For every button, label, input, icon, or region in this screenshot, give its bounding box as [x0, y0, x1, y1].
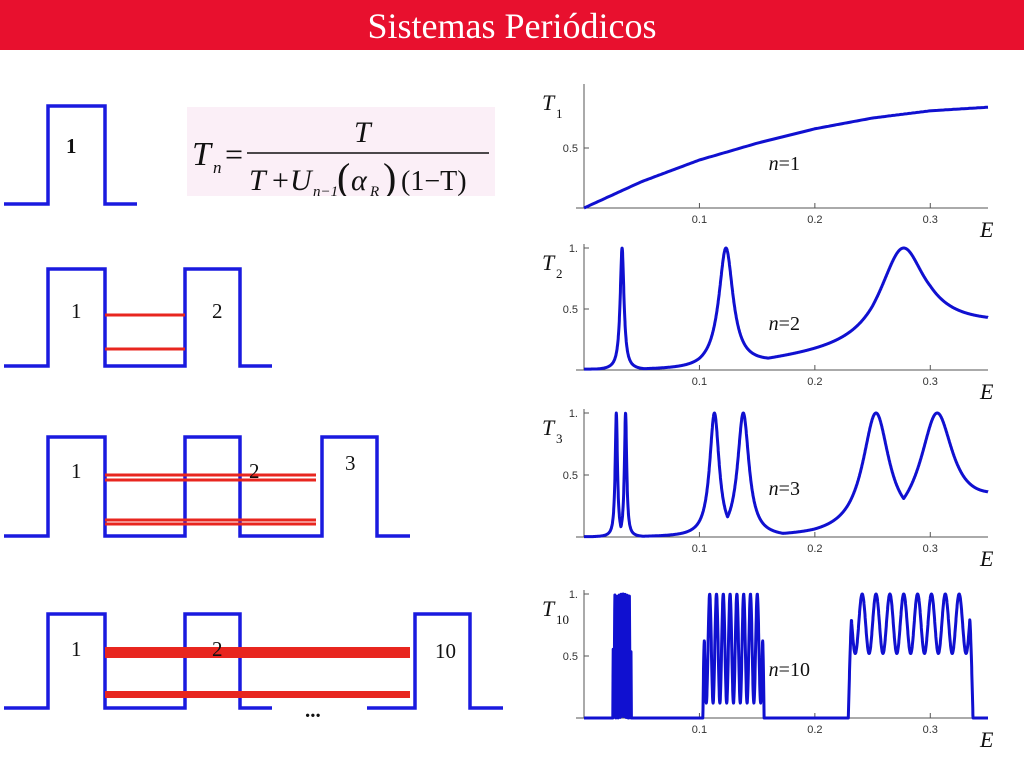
potential-row-4-right	[367, 612, 503, 710]
well-label-row3-2: 2	[249, 459, 260, 483]
formula-den-t: T	[249, 164, 268, 196]
chart-2-ytick-label: 0.5	[563, 304, 578, 316]
chart-3-ytick-label: 0.5	[563, 470, 578, 482]
chart-4-xtick-label: 0.3	[923, 724, 938, 736]
well-label-row4-1: 1	[71, 637, 82, 661]
formula-alpha: α	[351, 164, 368, 196]
well-label-row4-2: 2	[212, 637, 223, 661]
formula-lhs: T	[192, 136, 213, 173]
chart-1-xtick-label: 0.1	[692, 214, 707, 226]
potential-row-3	[4, 435, 410, 538]
chart-4-xtick-label: 0.2	[807, 724, 822, 736]
chart-3-xtick-label: 0.3	[923, 543, 938, 555]
formula-box: T n = T T + U n−1 ( α R ) (1−T)	[187, 107, 495, 200]
chart-3-ylabel: T	[542, 415, 556, 440]
chart-3-annotation: n=3	[769, 478, 800, 500]
chart-3-xlabel: E	[979, 546, 994, 571]
level-row-4-band-upper	[105, 647, 410, 658]
formula-den-u: U	[290, 164, 314, 196]
chart-1-xtick-label: 0.3	[923, 214, 938, 226]
ellipsis: ...	[305, 698, 321, 722]
title-bar: Sistemas Periódicos	[0, 0, 1024, 50]
chart-4-xlabel: E	[979, 727, 994, 752]
chart-1-ylabel-sub: 1	[556, 106, 563, 121]
chart-3-transmission-curve	[582, 411, 990, 539]
chart-1-ylabel: T	[542, 90, 556, 115]
chart-4-ylabel-sub: 10	[556, 612, 569, 627]
chart-2-ytick-label: 1.	[569, 243, 578, 255]
potential-row-4-left	[4, 612, 272, 710]
chart-1-xtick-label: 0.2	[807, 214, 822, 226]
level-row-4-band-lower	[105, 691, 410, 698]
page-title: Sistemas Periódicos	[367, 6, 657, 46]
chart-3-ylabel-sub: 3	[556, 431, 563, 446]
potential-row-2	[4, 267, 272, 368]
chart-2-annotation: n=2	[769, 313, 800, 335]
well-label-row1-1: 1	[66, 134, 77, 158]
chart-1-xlabel: E	[979, 217, 994, 242]
chart-4-transmission-curve	[582, 592, 990, 720]
chart-2-xtick-label: 0.3	[923, 376, 938, 388]
chart-4-ytick-label: 0.5	[563, 651, 578, 663]
chart-3-xtick-label: 0.1	[692, 543, 707, 555]
formula-paren-open: (	[337, 155, 350, 196]
well-label-row3-3: 3	[345, 451, 356, 475]
formula-alpha-sub: R	[369, 184, 379, 196]
formula-numerator: T	[354, 116, 373, 149]
chart-3-ytick-label: 1.	[569, 408, 578, 420]
chart-1-ytick-label: 0.5	[563, 143, 578, 155]
potential-row-1	[4, 104, 137, 206]
chart-2-ylabel: T	[542, 250, 556, 275]
well-label-row3-1: 1	[71, 459, 82, 483]
chart-4-ytick-label: 1.	[569, 589, 578, 601]
chart-3-xtick-label: 0.2	[807, 543, 822, 555]
formula-lhs-sub: n	[213, 158, 222, 177]
well-label-row2-2: 2	[212, 299, 223, 323]
formula-den-plus: +	[272, 164, 289, 196]
chart-2-xtick-label: 0.1	[692, 376, 707, 388]
chart-2-ylabel-sub: 2	[556, 266, 563, 281]
well-label-row4-10: 10	[435, 639, 456, 663]
chart-1-annotation: n=1	[769, 153, 800, 175]
formula-equals: =	[225, 136, 243, 172]
chart-2-xtick-label: 0.2	[807, 376, 822, 388]
chart-2-xlabel: E	[979, 379, 994, 404]
formula-den-tail: (1−T)	[401, 166, 467, 196]
chart-4-ylabel: T	[542, 596, 556, 621]
chart-4-annotation: n=10	[769, 659, 810, 681]
well-label-row2-1: 1	[71, 299, 82, 323]
chart-2-transmission-curve	[582, 246, 990, 371]
potential-diagram: 1 1 2 1 2 3 1 2 10 ...	[4, 104, 503, 722]
formula-paren-close: )	[383, 155, 396, 196]
chart-1-transmission-curve	[583, 105, 989, 210]
chart-4-xtick-label: 0.1	[692, 724, 707, 736]
